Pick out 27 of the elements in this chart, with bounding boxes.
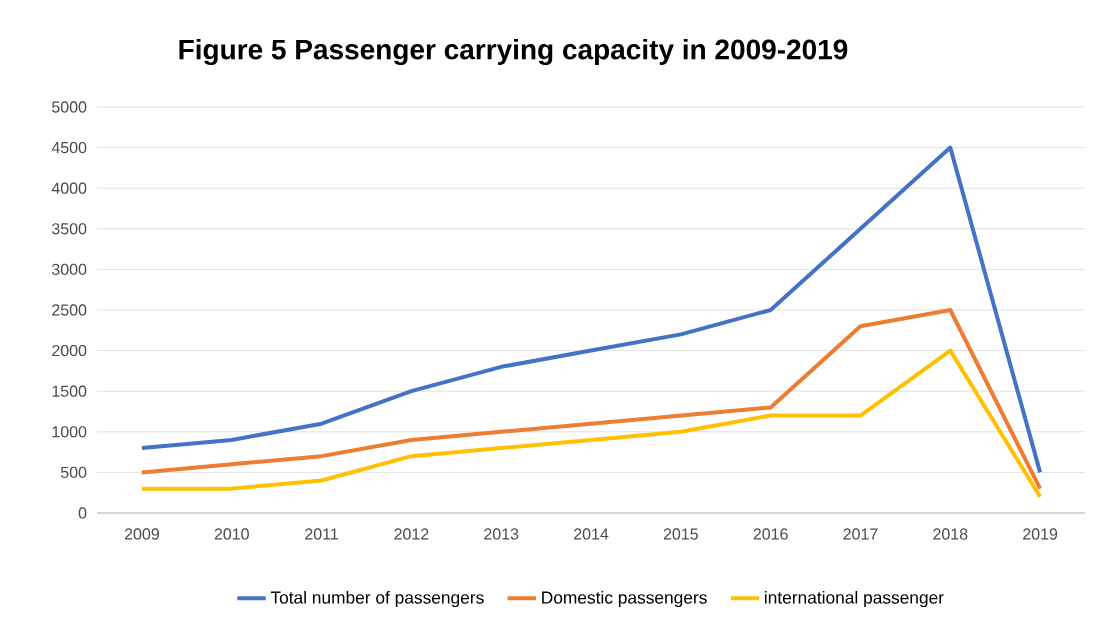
- line-series: [139, 348, 1043, 499]
- x-tick-label: 2009: [124, 528, 159, 540]
- y-tick-label: 3500: [51, 223, 87, 235]
- legend-label: Total number of passengers: [270, 590, 484, 608]
- y-tick-label: 4000: [51, 182, 87, 194]
- x-tick-label: 2014: [574, 528, 609, 540]
- chart-title: Figure 5 Passenger carrying capacity in 2009-2019: [179, 38, 848, 66]
- y-tick-label: 0: [78, 507, 87, 519]
- y-tick-label: 2000: [52, 344, 87, 357]
- legend-label: Domestic passengers: [542, 590, 707, 608]
- y-tick-label: 500: [60, 466, 87, 479]
- y-tick-label: 1500: [52, 385, 87, 397]
- y-tick-label: 4500: [51, 141, 87, 154]
- y-tick-label: 3000: [51, 263, 87, 276]
- legend-label: international passenger: [765, 590, 944, 608]
- y-tick-label: 1000: [52, 426, 87, 438]
- y-tick-label: 2500: [52, 304, 87, 316]
- x-tick-label: 2011: [305, 528, 338, 540]
- x-tick-label: 2019: [1023, 528, 1058, 540]
- x-tick-label: 2013: [484, 528, 519, 540]
- x-tick-label: 2012: [394, 528, 429, 540]
- x-tick-label: 2018: [933, 528, 968, 540]
- x-tick-label: 2016: [753, 528, 788, 540]
- x-tick-label: 2010: [214, 528, 249, 540]
- x-tick-label: 2017: [843, 528, 878, 540]
- y-tick-label: 5000: [52, 101, 87, 113]
- x-tick-label: 2015: [663, 528, 698, 540]
